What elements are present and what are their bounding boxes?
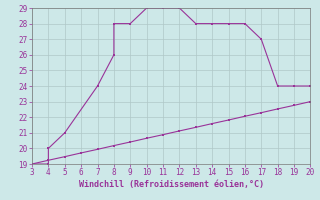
X-axis label: Windchill (Refroidissement éolien,°C): Windchill (Refroidissement éolien,°C) bbox=[79, 180, 264, 189]
